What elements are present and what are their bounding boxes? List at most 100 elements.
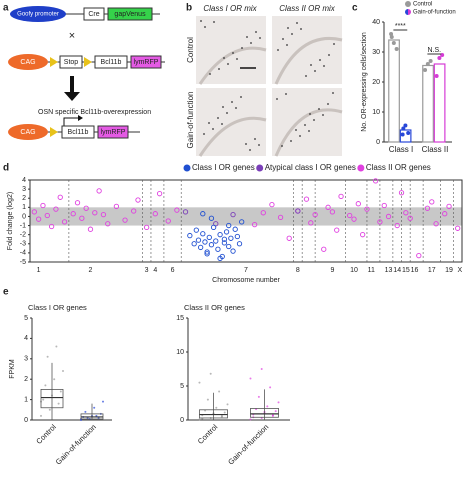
- y-tick-label: -4: [20, 250, 26, 257]
- data-point: [403, 123, 408, 128]
- stop-label: Stop: [64, 59, 79, 66]
- data-point: [394, 222, 400, 229]
- tss-arrow-head: [78, 115, 83, 121]
- panel-letter: d: [3, 163, 9, 174]
- bcl-box: [94, 55, 128, 69]
- data-point: [433, 221, 439, 227]
- y-tick-label: 10: [176, 349, 184, 356]
- x-tick-label: Class I: [389, 145, 413, 154]
- data-point: [377, 219, 383, 225]
- data-point: [239, 219, 245, 225]
- texture-dot: [281, 145, 283, 147]
- data-point: [394, 47, 399, 51]
- data-point: [53, 378, 56, 381]
- y-axis-label: FPKM: [9, 359, 16, 379]
- y-tick-label: 0: [180, 417, 184, 424]
- y-tick-label: 1: [22, 204, 26, 211]
- y-tick-label: 3: [22, 186, 26, 193]
- data-point: [385, 213, 392, 220]
- data-point: [217, 232, 223, 238]
- box: [199, 409, 228, 419]
- panel-letter: a: [3, 3, 9, 14]
- y-tick-label: 5: [180, 383, 184, 390]
- data-point: [223, 229, 230, 235]
- y-tick-label: 3: [24, 356, 28, 363]
- texture-dot: [208, 122, 210, 124]
- x-tick-label: 15: [402, 267, 410, 274]
- data-point: [455, 225, 461, 231]
- x-tick-label: 6: [171, 267, 175, 274]
- rfp-label: lymRFP: [101, 129, 126, 136]
- data-point: [87, 226, 94, 232]
- data-point: [44, 212, 50, 219]
- data-point: [57, 194, 63, 200]
- data-point: [93, 406, 96, 409]
- x-tick-label: 3: [145, 267, 149, 274]
- texture-dot: [240, 96, 242, 98]
- data-point: [269, 201, 275, 208]
- texture-dot: [276, 98, 278, 100]
- legend-swatch: [405, 1, 411, 7]
- reporter-label: gapVenus: [114, 11, 146, 18]
- bar: [399, 129, 412, 143]
- x-tick-label: 7: [244, 267, 248, 274]
- data-point: [143, 224, 150, 231]
- data-point: [286, 235, 292, 241]
- legend-label: Atypical class I OR genes: [265, 163, 356, 172]
- x-tick-label: 4: [153, 267, 157, 274]
- data-point: [407, 215, 413, 221]
- bcl-box: [61, 125, 95, 139]
- texture-dot: [323, 65, 325, 67]
- y-tick-label: 30: [372, 49, 380, 56]
- data-point: [406, 131, 411, 135]
- data-point: [271, 414, 274, 417]
- data-point: [215, 406, 218, 409]
- legend-label: Control: [413, 2, 432, 8]
- data-point: [391, 41, 396, 45]
- x-axis-label: Chromosome number: [212, 277, 280, 284]
- data-point: [79, 215, 85, 221]
- data-point: [403, 210, 409, 216]
- texture-dot: [236, 58, 238, 60]
- data-point: [208, 215, 215, 221]
- cross: ×: [69, 30, 75, 42]
- data-point: [206, 398, 209, 401]
- texture-dot: [250, 42, 252, 44]
- data-point: [260, 210, 266, 216]
- x-tick-label: 2: [89, 267, 93, 274]
- bar: [422, 64, 434, 143]
- data-point: [226, 243, 232, 250]
- rfp-label: lymRFP: [134, 59, 159, 66]
- data-point: [204, 249, 210, 255]
- y-axis-label: Fold change (log2): [7, 192, 14, 250]
- data-point: [217, 255, 223, 262]
- data-point: [312, 211, 318, 218]
- texture-dot: [232, 52, 234, 54]
- x-tick-label: 1: [37, 267, 41, 274]
- texture-dot: [295, 129, 297, 131]
- data-point: [70, 211, 76, 217]
- texture-dot: [209, 73, 211, 75]
- texture-dot: [287, 27, 289, 29]
- data-point: [135, 197, 141, 203]
- section-image: [272, 16, 342, 84]
- data-point: [372, 178, 379, 184]
- bcl-label: Bcl11b: [101, 59, 122, 66]
- cre-box: [83, 7, 105, 21]
- x-tick-label: Control: [196, 422, 220, 446]
- tissue-outline: [198, 37, 343, 157]
- x-tick-label: 19: [445, 267, 453, 274]
- data-point: [230, 211, 236, 218]
- x-tick-label: 17: [428, 267, 436, 274]
- data-point: [334, 227, 340, 233]
- texture-dot: [285, 93, 287, 95]
- data-point: [329, 209, 336, 215]
- x-tick-label: Gain-of-function: [226, 422, 270, 466]
- y-tick-label: 0: [22, 213, 26, 220]
- texture-dot: [328, 54, 330, 56]
- data-point: [84, 410, 87, 413]
- x-tick-label: Class II: [422, 145, 449, 154]
- row-title: Gain-of-function: [186, 92, 195, 149]
- texture-dot: [309, 113, 311, 115]
- stop-box: [59, 55, 83, 69]
